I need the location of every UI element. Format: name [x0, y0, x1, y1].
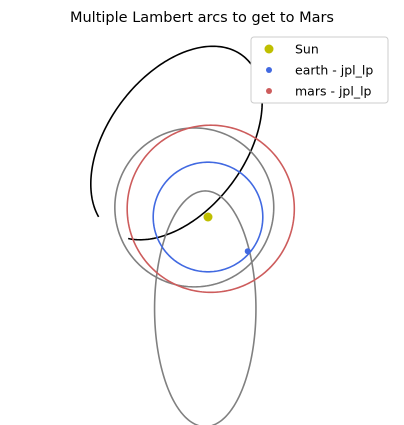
orbit-earth — [152, 161, 264, 273]
legend-frame — [250, 36, 389, 104]
legend-marker — [266, 88, 272, 94]
chart-title: Multiple Lambert arcs to get to Mars — [70, 10, 334, 26]
earth-point — [244, 248, 251, 255]
lambert-arc-3 — [153, 190, 257, 425]
orbit-mars — [126, 124, 296, 294]
lambert-arc-2 — [114, 127, 275, 288]
legend-label: Sun — [295, 42, 319, 57]
legend-marker — [266, 67, 272, 73]
legend-marker — [264, 44, 274, 54]
lambert-arc-1 — [89, 45, 263, 241]
sun-point — [203, 212, 213, 222]
plot-area — [89, 45, 296, 425]
legend-label: mars - jpl_lp — [295, 84, 372, 99]
legend-label: earth - jpl_lp — [295, 63, 373, 78]
